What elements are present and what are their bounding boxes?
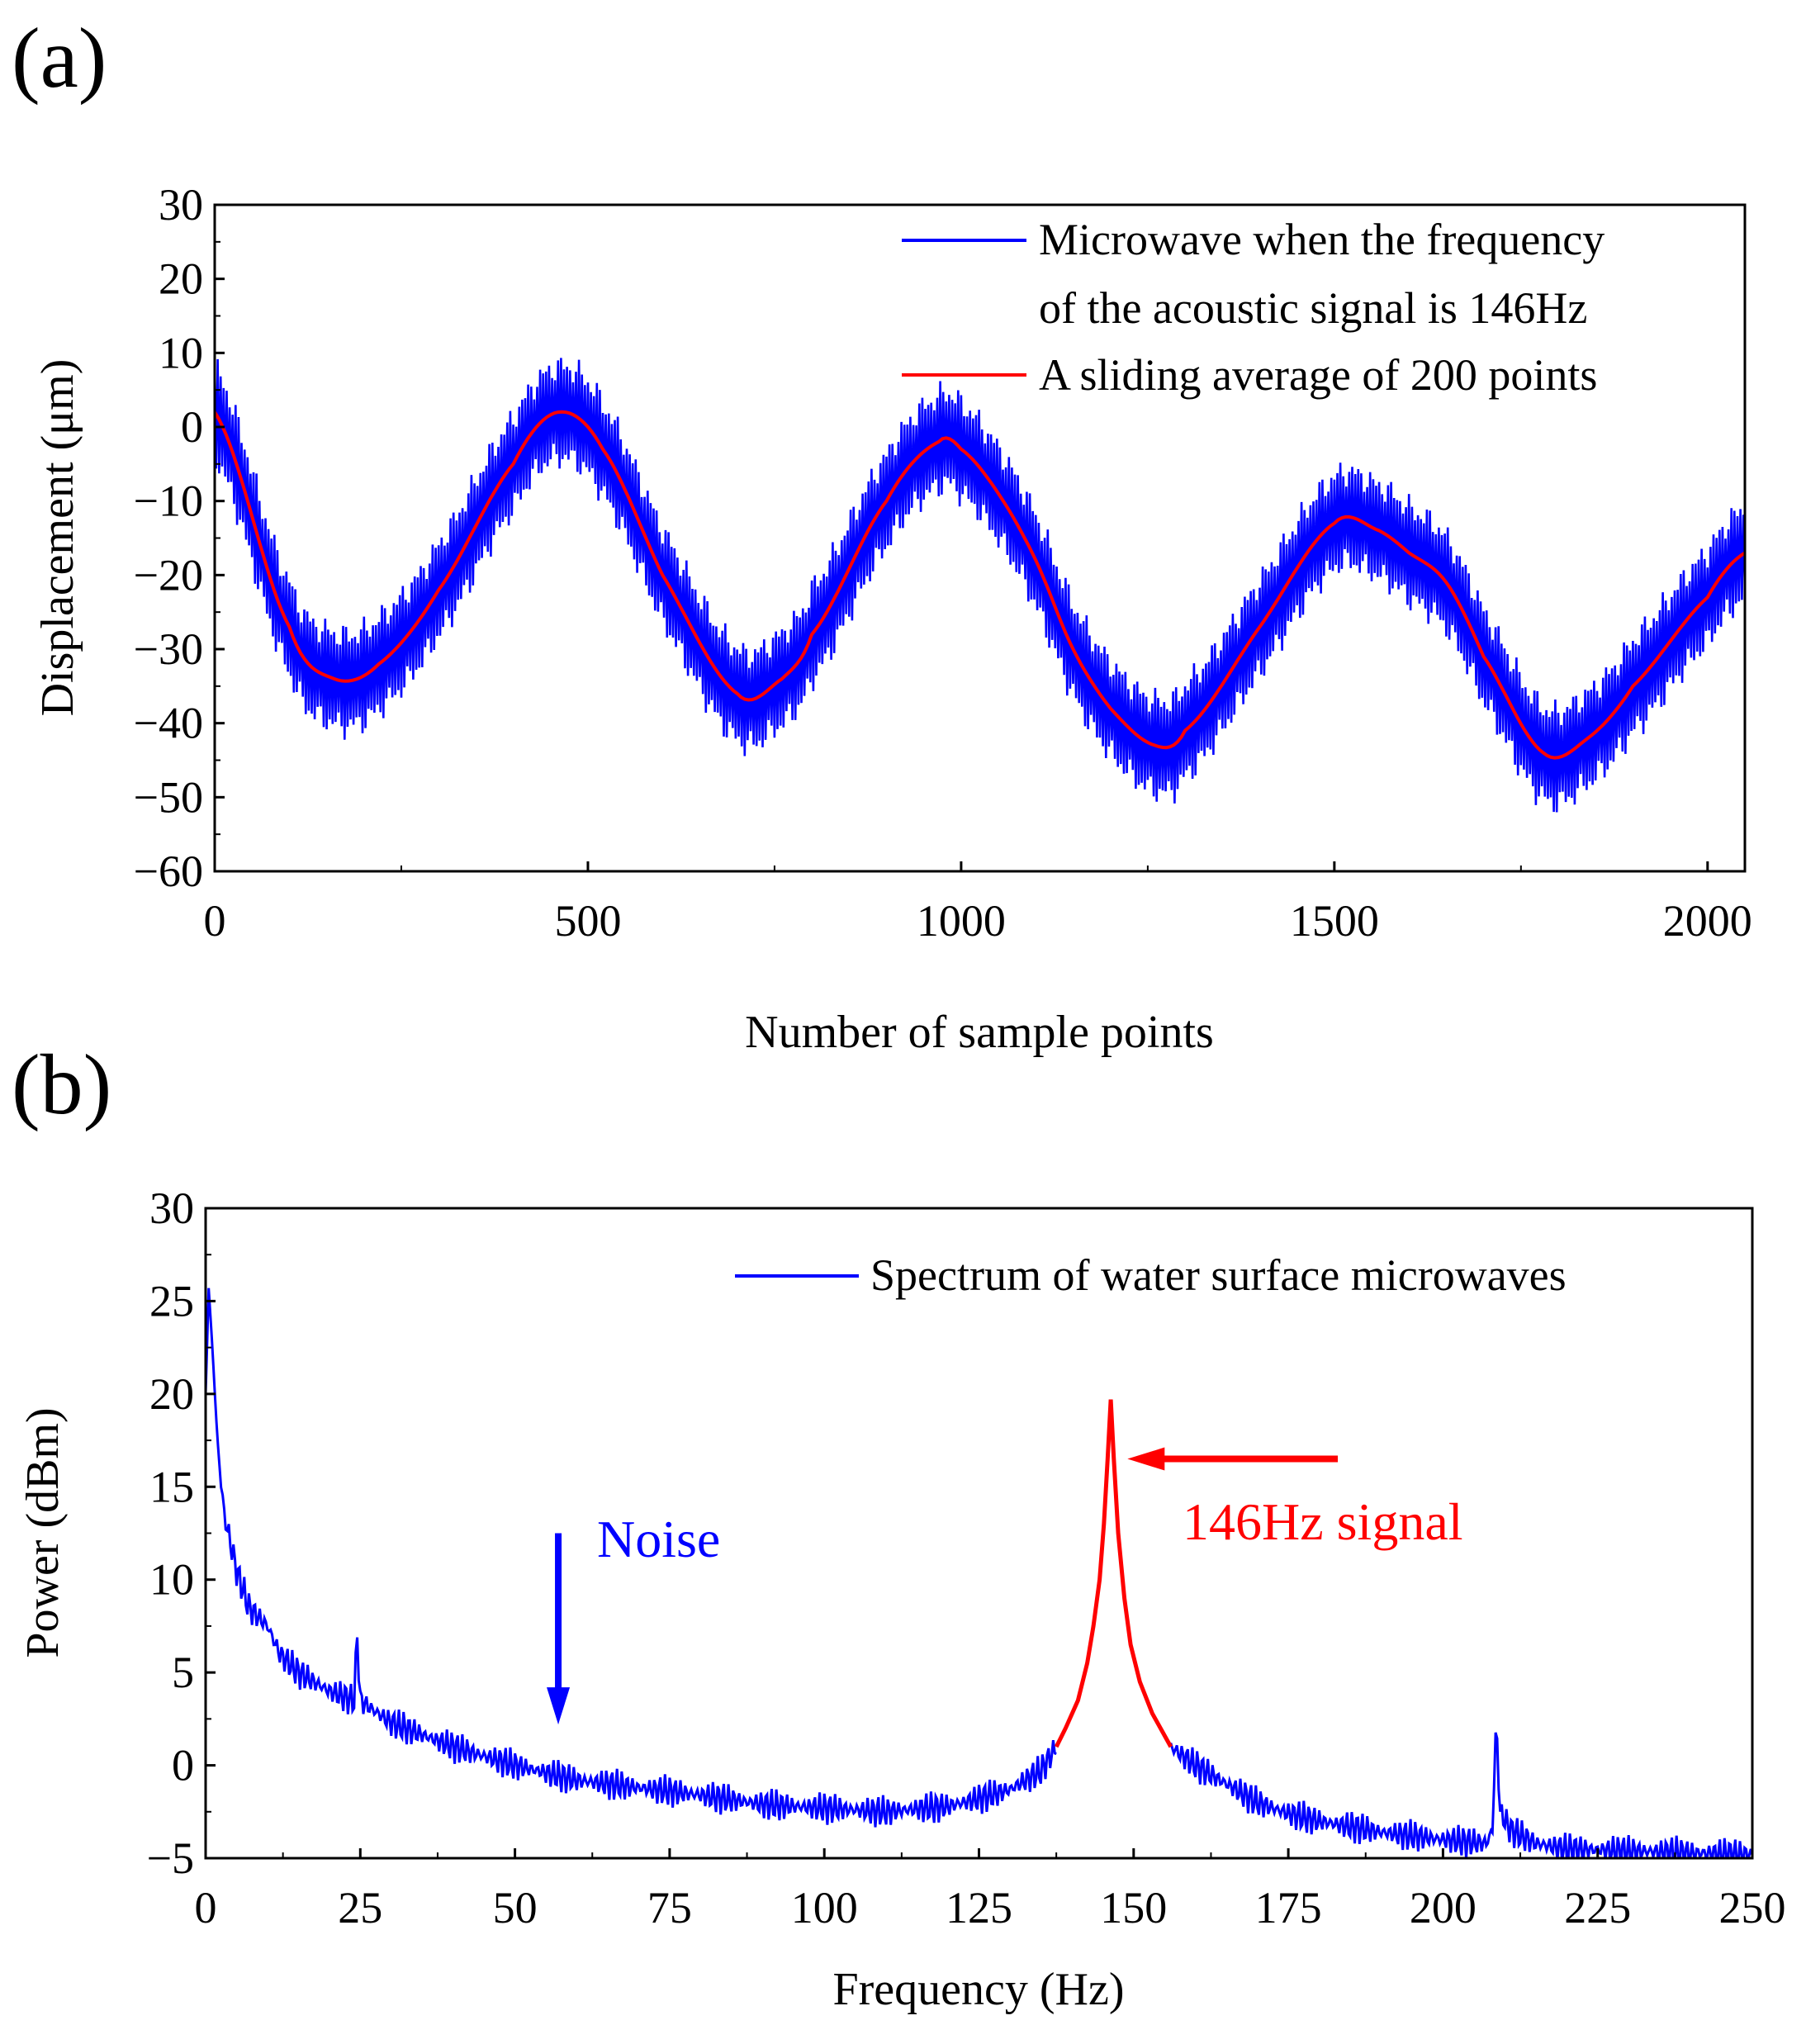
panel-a-label: (a) bbox=[12, 11, 107, 106]
panel-a-x-tick-label: 500 bbox=[554, 896, 621, 946]
panel-a-y-tick-label: −60 bbox=[134, 847, 203, 896]
panel-b-y-tick-label: 0 bbox=[172, 1741, 194, 1790]
noise-arrow-head bbox=[547, 1687, 571, 1725]
panel-a-x-tick-label: 1000 bbox=[917, 896, 1006, 946]
panel-a-y-tick-label: −10 bbox=[134, 477, 203, 526]
panel-b-x-tick-label: 200 bbox=[1410, 1883, 1477, 1933]
sliding-average-line bbox=[215, 410, 1745, 760]
legend-spectrum-label: Spectrum of water surface microwaves bbox=[870, 1250, 1567, 1300]
panel-b-x-tick-label: 175 bbox=[1255, 1883, 1322, 1933]
panel-b: (b) 0 25 50 75 100 125 150 175 200 225 250−5051015… bbox=[12, 1037, 1786, 2015]
panel-a-y-tick-label: −40 bbox=[134, 699, 203, 748]
panel-b-x-tick-label: 250 bbox=[1719, 1883, 1786, 1933]
panel-b-ticks: 0 25 50 75 100 125 150 175 200 225 250−50510152025… bbox=[147, 1183, 1786, 1933]
panel-b-x-tick-label: 100 bbox=[791, 1883, 858, 1933]
panel-b-x-tick-label: 50 bbox=[493, 1883, 538, 1933]
panel-a-x-tick-label: 2000 bbox=[1663, 896, 1752, 946]
panel-a-ticks: 0 500 1000 1500 2000 −60 −50 −40 −30 −20 −10 0 10 20 3… bbox=[134, 180, 1752, 946]
panel-b-legend: Spectrum of water surface microwaves bbox=[735, 1250, 1567, 1300]
spectrum-line bbox=[206, 1288, 1752, 1858]
panel-b-series bbox=[206, 1288, 1752, 1858]
panel-a-y-tick-label: −30 bbox=[134, 624, 203, 674]
signal-arrow-head bbox=[1127, 1447, 1165, 1471]
panel-a-y-axis-label: Displacement (μm) bbox=[32, 359, 83, 717]
panel-a: (a) 0 500 1000 1500 2000 −60 −50 −40 −30 −20 −10 0 1… bbox=[12, 11, 1752, 1058]
panel-a-series bbox=[215, 358, 1745, 813]
panel-b-y-tick-label: 25 bbox=[149, 1276, 194, 1326]
panel-a-y-tick-label: 0 bbox=[181, 402, 203, 452]
panel-a-legend: Microwave when the frequency of the acou… bbox=[902, 215, 1605, 400]
legend-average-label: A sliding average of 200 points bbox=[1039, 350, 1597, 400]
legend-microwave-label-line1: Microwave when the frequency bbox=[1039, 215, 1605, 264]
panel-b-y-tick-label: 20 bbox=[149, 1369, 194, 1419]
panel-b-x-tick-label: 75 bbox=[647, 1883, 692, 1933]
panel-b-plot-frame bbox=[204, 1207, 1754, 1860]
panel-a-x-axis-label: Number of sample points bbox=[745, 1007, 1214, 1058]
panel-a-y-tick-label: 30 bbox=[159, 180, 203, 230]
signal-peak-line bbox=[1054, 1399, 1173, 1748]
panel-b-x-tick-label: 150 bbox=[1100, 1883, 1167, 1933]
panel-b-y-tick-label: 15 bbox=[149, 1462, 194, 1511]
panel-a-x-tick-label: 1500 bbox=[1290, 896, 1379, 946]
panel-b-label: (b) bbox=[12, 1037, 111, 1132]
panel-b-y-tick-label: −5 bbox=[147, 1833, 194, 1883]
microwave-signal-line bbox=[215, 358, 1745, 813]
noise-label: Noise bbox=[597, 1510, 720, 1568]
panel-a-y-tick-label: 10 bbox=[159, 328, 203, 377]
panel-b-x-tick-label: 125 bbox=[946, 1883, 1012, 1933]
panel-b-x-axis-label: Frequency (Hz) bbox=[833, 1964, 1125, 2015]
panel-b-y-tick-label: 30 bbox=[149, 1183, 194, 1233]
panel-a-y-tick-label: −50 bbox=[134, 772, 203, 822]
panel-a-x-tick-label: 0 bbox=[204, 896, 226, 946]
panel-b-y-tick-label: 5 bbox=[172, 1648, 194, 1697]
signal-annotation: 146Hz signal bbox=[1127, 1447, 1463, 1551]
signal-label: 146Hz signal bbox=[1183, 1492, 1463, 1551]
panel-b-x-tick-label: 225 bbox=[1564, 1883, 1631, 1933]
panel-b-y-axis-label: Power (dBm) bbox=[17, 1407, 69, 1657]
panel-a-y-tick-label: 20 bbox=[159, 254, 203, 304]
panel-b-y-tick-label: 10 bbox=[149, 1555, 194, 1605]
panel-b-x-tick-label: 25 bbox=[338, 1883, 382, 1933]
panel-b-x-tick-label: 0 bbox=[195, 1883, 217, 1933]
panel-a-y-tick-label: −20 bbox=[134, 550, 203, 600]
legend-microwave-label-line2: of the acoustic signal is 146Hz bbox=[1039, 283, 1587, 333]
noise-annotation: Noise bbox=[547, 1510, 720, 1725]
